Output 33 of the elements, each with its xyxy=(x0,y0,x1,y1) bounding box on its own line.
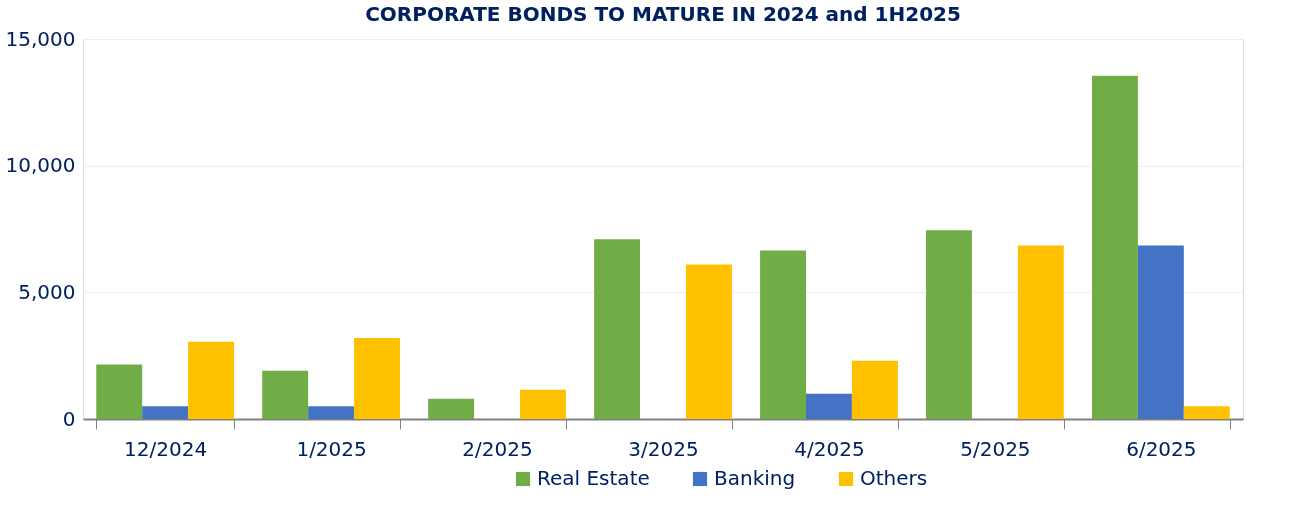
x-tick-label: 5/2025 xyxy=(960,436,1031,461)
bar xyxy=(520,389,566,419)
bar xyxy=(1017,245,1064,419)
y-tick-label: 5,000 xyxy=(18,279,76,304)
x-tick-label: 3/2025 xyxy=(628,436,699,461)
bar xyxy=(805,393,852,419)
x-tick-label: 2/2025 xyxy=(462,436,533,461)
x-tick-label: 4/2025 xyxy=(794,436,865,461)
bar xyxy=(926,230,972,419)
bar xyxy=(594,239,641,419)
bar xyxy=(428,398,475,419)
legend-label: Others xyxy=(860,466,928,490)
y-tick-label: 10,000 xyxy=(5,153,76,178)
bar xyxy=(851,360,898,419)
chart-title: CORPORATE BONDS TO MATURE IN 2024 and 1H2025 xyxy=(365,2,961,26)
legend-label: Real Estate xyxy=(537,466,650,490)
bar xyxy=(1137,245,1184,419)
bar xyxy=(760,250,806,419)
x-tick-label: 12/2024 xyxy=(124,436,208,461)
bar xyxy=(308,406,355,419)
bar xyxy=(142,406,189,419)
bar xyxy=(354,337,400,419)
bar xyxy=(685,264,732,419)
bar xyxy=(1091,75,1138,419)
bar xyxy=(188,341,235,419)
y-tick-label: 0 xyxy=(62,406,76,431)
legend-label: Banking xyxy=(714,466,796,490)
x-tick-label: 6/2025 xyxy=(1126,436,1197,461)
bar xyxy=(96,364,143,419)
bar xyxy=(262,370,309,419)
x-tick-label: 1/2025 xyxy=(296,436,367,461)
y-tick-label: 15,000 xyxy=(5,26,76,51)
bar xyxy=(1183,406,1230,419)
